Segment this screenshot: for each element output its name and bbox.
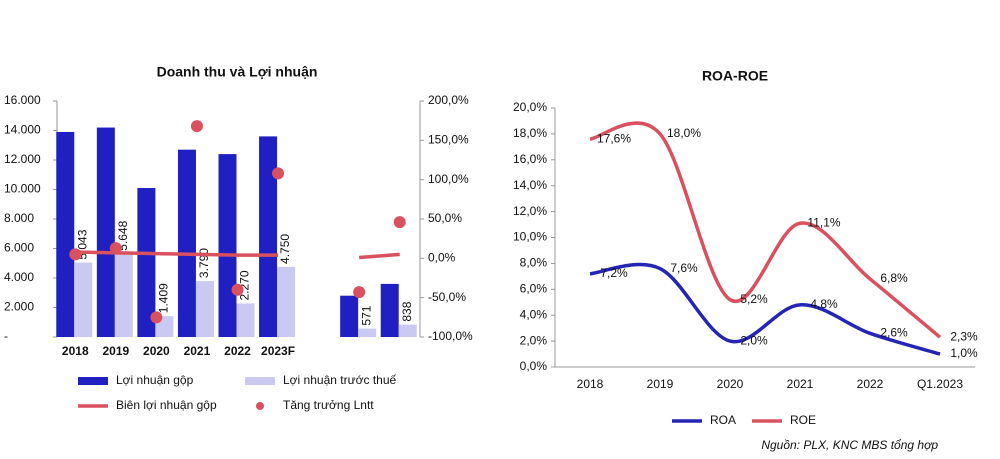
- bar: [74, 262, 93, 337]
- y-tick-label: 16,0%: [513, 152, 547, 166]
- legend-swatch: [256, 402, 264, 410]
- x-tick-label: Q1.2023: [917, 377, 963, 391]
- x-tick-label: 2020: [717, 377, 744, 391]
- data-label: 838: [400, 301, 414, 321]
- y-tick-label: 10,0%: [513, 230, 547, 244]
- bar: [177, 149, 196, 337]
- x-tick-label: 2021: [787, 377, 814, 391]
- bar: [236, 303, 255, 337]
- y2-tick-label: 50,0%: [428, 211, 462, 225]
- y-tick-label: 16.000: [4, 93, 41, 107]
- dot: [272, 167, 285, 180]
- x-tick-label: 2022: [224, 344, 251, 358]
- chart-title: ROA-ROE: [702, 68, 768, 84]
- line: [75, 250, 279, 257]
- bar: [218, 154, 237, 337]
- y-tick-label: 14.000: [4, 123, 41, 137]
- x-tick-label: 2022: [857, 377, 884, 391]
- legend-label: Tăng trưởng Lntt: [283, 398, 374, 412]
- dot: [69, 248, 82, 261]
- bar: [398, 324, 417, 337]
- bar: [259, 136, 278, 337]
- data-label: 1,0%: [950, 346, 978, 360]
- y-tick-label: 20,0%: [513, 100, 547, 114]
- data-label: 18,0%: [667, 126, 701, 140]
- data-label: 2,0%: [740, 333, 768, 347]
- data-label: 2,3%: [950, 329, 978, 343]
- data-label: 7,2%: [600, 266, 628, 280]
- line: [589, 121, 942, 339]
- x-tick-label: 2020: [143, 344, 170, 358]
- y-tick-label: 12.000: [4, 152, 41, 166]
- data-label: 5,2%: [740, 292, 768, 306]
- bar: [114, 253, 133, 337]
- dot: [190, 120, 203, 133]
- x-tick-label: 2019: [102, 344, 129, 358]
- chart-title: Doanh thu và Lợi nhuận: [157, 64, 318, 80]
- dot: [231, 283, 244, 296]
- legend-label: Lợi nhuận trước thuế: [283, 373, 396, 387]
- bar: [56, 131, 75, 337]
- y-tick-label: 14,0%: [513, 178, 547, 192]
- bar: [137, 188, 156, 337]
- bar: [380, 283, 399, 337]
- bar: [96, 127, 115, 337]
- legend-label: Lợi nhuận gộp: [116, 373, 194, 387]
- y-tick-label: 12,0%: [513, 204, 547, 218]
- x-tick-label: 2018: [577, 377, 604, 391]
- x-tick-label: 2021: [184, 344, 211, 358]
- x-tick-label: 2018: [62, 344, 89, 358]
- y2-tick-label: 100,0%: [428, 172, 469, 186]
- y2-tick-label: -50,0%: [428, 290, 466, 304]
- data-label: 1.409: [157, 283, 171, 313]
- y-tick-label: 18,0%: [513, 126, 547, 140]
- y2-tick-label: 0,0%: [428, 251, 456, 265]
- bar: [277, 266, 296, 337]
- bar: [340, 295, 359, 337]
- line: [359, 252, 400, 260]
- bar: [358, 328, 377, 337]
- y-tick-label: 0,0%: [520, 359, 548, 373]
- data-label: 11,1%: [807, 215, 840, 229]
- data-label: 6,8%: [880, 271, 908, 285]
- y-tick-label: 4,0%: [520, 307, 548, 321]
- line: [589, 262, 941, 356]
- data-label: 5.648: [116, 220, 130, 250]
- data-label: 3.790: [197, 248, 211, 278]
- x-tick-label: 2023F: [261, 344, 295, 358]
- legend-label: ROA: [710, 413, 736, 427]
- source-note: Nguồn: PLX, KNC MBS tổng hợp: [761, 438, 938, 452]
- y-tick-label: -: [4, 329, 8, 343]
- y-tick-label: 6,0%: [520, 281, 548, 295]
- data-label: 2,6%: [880, 326, 908, 340]
- legend-swatch: [245, 377, 275, 385]
- data-label: 7,6%: [670, 261, 698, 275]
- dot: [393, 216, 406, 229]
- y-tick-label: 8.000: [4, 211, 34, 225]
- dot: [353, 286, 366, 299]
- y-tick-label: 10.000: [4, 182, 41, 196]
- y-tick-label: 2,0%: [520, 333, 548, 347]
- bar: [195, 281, 214, 337]
- data-label: 4,8%: [810, 297, 838, 311]
- data-label: 571: [359, 305, 373, 325]
- dot: [109, 242, 122, 255]
- data-label: 4.750: [278, 234, 292, 264]
- data-label: 17,6%: [597, 131, 631, 145]
- dot: [150, 311, 163, 324]
- legend-label: ROE: [790, 413, 816, 427]
- y-tick-label: 8,0%: [520, 256, 548, 270]
- x-tick-label: 2019: [647, 377, 674, 391]
- legend-label: Biên lợi nhuận gộp: [116, 398, 217, 412]
- y2-tick-label: 150,0%: [428, 133, 469, 147]
- y-tick-label: 4.000: [4, 270, 34, 284]
- y2-tick-label: 200,0%: [428, 93, 469, 107]
- legend-swatch: [78, 377, 108, 385]
- y2-tick-label: -100,0%: [428, 329, 473, 343]
- y-tick-label: 2.000: [4, 300, 34, 314]
- y-tick-label: 6.000: [4, 241, 34, 255]
